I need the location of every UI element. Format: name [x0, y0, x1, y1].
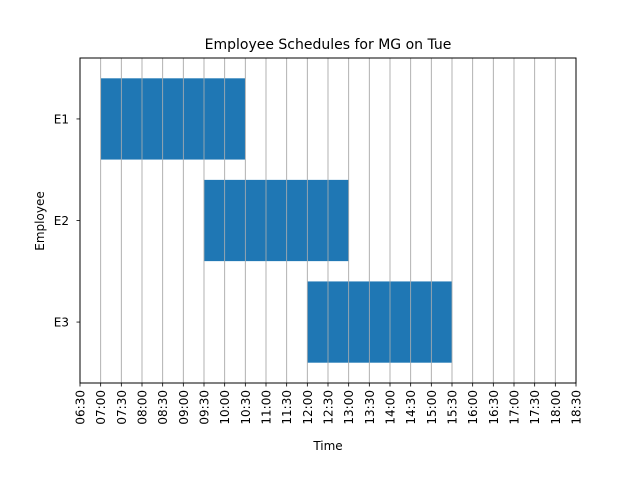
x-tick-label: 11:30	[280, 390, 294, 425]
x-tick-label: 08:30	[156, 390, 170, 425]
x-tick-label: 07:30	[115, 390, 129, 425]
x-tick-label: 06:30	[74, 390, 88, 425]
x-tick-label: 09:00	[177, 390, 191, 425]
x-tick-label: 08:00	[136, 390, 150, 425]
shift-bar-e3	[307, 281, 452, 363]
x-tick-label: 15:30	[446, 390, 460, 425]
x-tick-label: 09:30	[198, 390, 212, 425]
y-tick-label: E1	[54, 112, 69, 126]
x-tick-label: 17:30	[528, 390, 542, 425]
x-tick-label: 18:30	[570, 390, 584, 425]
chart-title: Employee Schedules for MG on Tue	[205, 37, 452, 53]
x-axis-ticks: 06:30 07:00 07:30 08:00 08:30 09:00 09:30 10:00…	[74, 383, 584, 425]
shift-bar-e1	[100, 78, 246, 160]
x-tick-label: 18:00	[549, 390, 563, 425]
x-tick-label: 12:00	[301, 390, 315, 425]
x-tick-label: 14:30	[404, 390, 418, 425]
x-tick-label: 11:00	[260, 390, 274, 425]
x-tick-label: 07:00	[94, 390, 108, 425]
x-tick-label: 12:30	[322, 390, 336, 425]
x-tick-label: 13:30	[363, 390, 377, 425]
x-tick-label: 17:00	[508, 390, 522, 425]
y-axis-label: Employee	[33, 191, 47, 250]
y-tick-label: E2	[54, 214, 69, 228]
x-tick-label: 10:00	[218, 390, 232, 425]
y-tick-label: E3	[54, 316, 69, 330]
x-tick-label: 14:00	[384, 390, 398, 425]
x-tick-label: 15:00	[425, 390, 439, 425]
x-tick-label: 10:30	[239, 390, 253, 425]
y-axis-ticks: E1 E2 E3	[54, 112, 80, 330]
shift-bar-e2	[204, 179, 349, 262]
x-tick-label: 16:30	[487, 390, 501, 425]
x-tick-label: 16:00	[466, 390, 480, 425]
x-tick-label: 13:00	[342, 390, 356, 425]
x-axis-label: Time	[312, 439, 342, 453]
